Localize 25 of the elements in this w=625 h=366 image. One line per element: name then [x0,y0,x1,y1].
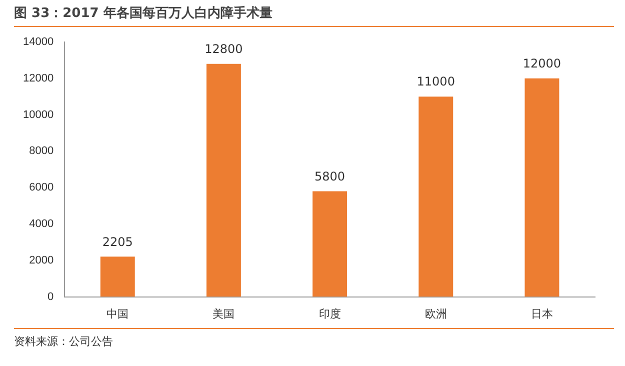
bar [524,78,560,297]
data-label: 12800 [204,42,243,56]
x-tick-label: 美国 [212,307,235,320]
chart-title: 图 33：2017 年各国每百万人白内障手术量 [14,4,614,27]
bar [206,64,241,297]
bar [418,96,454,297]
y-tick-label: 14000 [22,36,54,48]
y-tick-label: 6000 [29,182,54,194]
y-tick-label: 10000 [22,108,54,121]
x-tick-label: 印度 [318,307,341,320]
data-label: 12000 [522,56,562,71]
y-tick-label: 2000 [29,254,54,266]
y-tick-label: 8000 [29,145,54,158]
data-label: 2205 [102,234,133,249]
x-tick-label: 中国 [106,307,129,320]
y-tick-label: 4000 [29,218,54,230]
x-tick-label: 欧洲 [424,307,447,320]
bar [312,191,348,297]
y-tick-label: 0 [47,290,54,303]
data-label: 11000 [416,74,455,89]
x-tick-label: 日本 [530,307,553,320]
text: 资料来源：公司公告 [14,328,614,349]
y-tick-label: 12000 [22,72,54,84]
data-label: 5800 [314,169,346,184]
bar [100,256,135,297]
